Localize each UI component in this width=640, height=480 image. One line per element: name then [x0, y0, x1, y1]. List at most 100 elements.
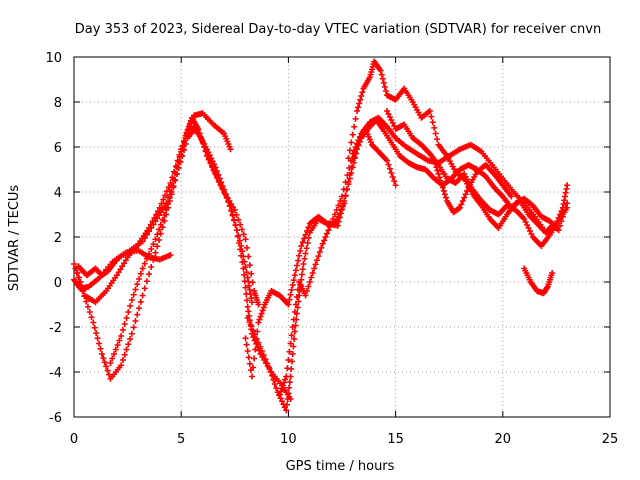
data-point: [292, 267, 299, 274]
data-point: [146, 271, 153, 278]
data-point: [258, 348, 265, 354]
data-point: [231, 207, 238, 213]
data-point: [290, 343, 297, 350]
data-point: [316, 249, 323, 255]
data-point: [305, 283, 312, 290]
data-point: [284, 396, 291, 402]
data-point: [342, 179, 349, 186]
data-point: [148, 246, 155, 252]
data-point: [93, 330, 100, 336]
data-point: [431, 124, 438, 131]
data-point: [348, 139, 355, 146]
data-point: [260, 352, 267, 359]
data-point: [157, 221, 164, 228]
data-point: [352, 144, 359, 150]
data-point: [189, 115, 196, 122]
x-tick-label: 5: [177, 432, 185, 447]
data-point: [242, 284, 249, 291]
data-point: [260, 304, 267, 311]
data-point: [311, 265, 318, 272]
data-point: [293, 294, 300, 300]
data-point: [143, 255, 150, 262]
y-tick-label: 0: [54, 276, 62, 291]
data-point: [175, 165, 182, 171]
data-point: [322, 234, 329, 240]
data-point: [107, 360, 114, 366]
data-point: [290, 277, 297, 284]
data-point: [243, 297, 250, 304]
data-point: [139, 292, 146, 299]
data-point: [336, 214, 343, 221]
data-point: [432, 160, 439, 167]
data-point: [331, 211, 338, 218]
data-point: [431, 157, 438, 164]
data-point: [356, 133, 363, 140]
data-point: [246, 319, 253, 326]
data-point: [128, 297, 135, 303]
data-point: [139, 265, 146, 272]
data-point: [141, 285, 148, 292]
data-point: [335, 218, 342, 225]
data-point: [436, 174, 443, 181]
data-point: [170, 183, 177, 189]
y-tick-label: 8: [54, 96, 62, 111]
x-tick-label: 25: [602, 432, 619, 447]
data-point: [288, 286, 295, 293]
data-point: [193, 123, 200, 130]
data-point: [183, 129, 190, 136]
data-point: [152, 236, 159, 243]
data-point: [256, 316, 263, 323]
data-point: [134, 281, 141, 288]
data-point: [555, 227, 562, 234]
data-point: [380, 79, 387, 86]
data-point: [119, 357, 126, 363]
data-point: [299, 239, 306, 246]
data-point: [357, 96, 364, 103]
data-point: [255, 301, 262, 308]
data-point: [215, 177, 222, 184]
data-point: [267, 368, 274, 375]
tick-labels: 0 5 10 15 20 25 -6 -4 -2 0 2 4 6 8 10: [45, 51, 618, 447]
data-point: [462, 191, 469, 198]
data-point: [159, 216, 166, 223]
data-point: [349, 131, 356, 138]
grid: [74, 57, 610, 417]
data-point: [172, 177, 179, 183]
data-point: [96, 340, 103, 347]
data-point: [181, 147, 188, 153]
data-point: [154, 208, 161, 215]
data-point: [289, 282, 296, 288]
data-point: [143, 231, 150, 238]
data-point: [382, 88, 389, 95]
data-point: [352, 115, 359, 122]
data-point: [194, 127, 201, 134]
data-point: [242, 335, 249, 342]
data-point: [235, 232, 242, 239]
data-point: [86, 309, 93, 315]
chart-title: Day 353 of 2023, Sidereal Day-to-day VTE…: [75, 22, 601, 37]
data-point: [203, 147, 210, 154]
data-point: [296, 252, 303, 259]
data-point: [255, 339, 262, 346]
data-point: [114, 342, 121, 348]
data-point: [213, 174, 220, 180]
data-point: [305, 234, 312, 241]
x-tick-label: 10: [280, 432, 297, 447]
data-point: [258, 310, 265, 317]
data-point: [564, 204, 571, 211]
y-tick-label: 2: [54, 231, 62, 246]
data-point: [293, 262, 300, 269]
data-point: [351, 155, 358, 162]
data-point: [250, 364, 257, 371]
data-point: [287, 340, 294, 347]
data-point: [196, 130, 203, 137]
y-tick-label: -6: [49, 411, 62, 426]
data-point: [245, 354, 252, 361]
data-point: [306, 279, 313, 285]
data-point: [236, 237, 243, 244]
data-point: [330, 216, 337, 222]
data-point: [249, 279, 256, 286]
data-point: [388, 169, 395, 176]
data-point: [337, 210, 344, 217]
